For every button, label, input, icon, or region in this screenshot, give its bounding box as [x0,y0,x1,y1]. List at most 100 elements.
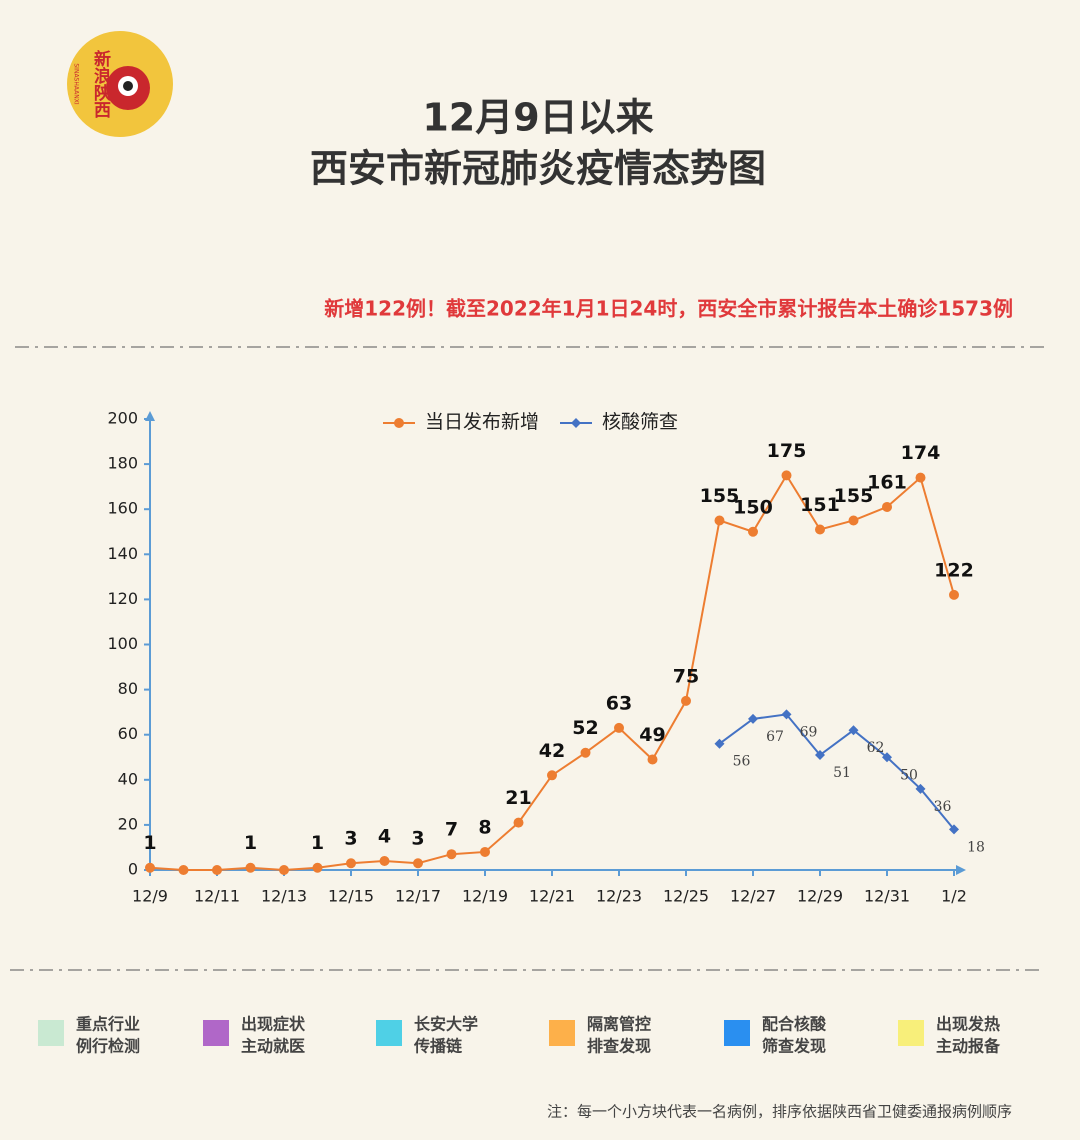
data-label: 42 [539,740,565,762]
data-label: 62 [867,740,885,756]
data-point [312,862,323,873]
y-tick-label: 180 [107,454,138,473]
data-label: 151 [800,494,840,516]
data-label: 4 [378,825,391,847]
x-tick-label: 12/21 [529,887,575,906]
legend-label: 当日发布新增 [425,411,539,433]
data-point [547,770,557,781]
logo-text: 新浪陕西 [90,49,111,118]
data-point [178,865,189,875]
data-point [346,858,356,869]
data-label: 21 [505,787,531,809]
data-label: 52 [572,717,598,739]
data-label: 3 [411,828,424,850]
x-tick-label: 12/25 [663,887,709,906]
data-label: 161 [867,471,907,493]
data-label: 50 [900,767,918,783]
title-line: 西安市新冠肺炎疫情态势图 [310,147,766,191]
data-label: 49 [639,724,665,746]
legend-box-label: 配合核酸 [762,1015,827,1034]
data-point [915,783,926,794]
data-label: 51 [833,765,851,781]
data-label: 7 [445,819,458,841]
x-tick-label: 12/19 [462,887,508,906]
legend-box [898,1020,924,1046]
data-label: 1 [143,832,156,854]
x-tick-label: 12/11 [194,887,240,906]
data-point [446,849,457,860]
data-point [748,713,758,724]
legend-box-label: 重点行业 [76,1015,140,1034]
data-point [614,722,624,733]
data-label: 155 [700,485,740,507]
data-label: 67 [766,729,784,745]
x-tick-label: 12/9 [132,887,168,906]
data-point [848,725,859,736]
x-axis-arrow [956,865,966,875]
y-tick-label: 0 [128,860,138,879]
chart: 0 20 40 60 80 100 120 140 160 180 200 12/9 12/11 12/1… [107,409,984,906]
legend-box-label: 出现症状 [241,1015,306,1034]
legend-box-label: 隔离管控 [587,1015,651,1034]
series-line [718,713,955,831]
legend-box [203,1020,229,1046]
data-point [915,472,926,483]
legend-box-label: 例行检测 [76,1037,140,1056]
legend-box-label: 排查发现 [587,1037,651,1056]
x-tick-label: 1/2 [941,887,967,906]
data-point [145,862,155,873]
data-label: 18 [967,839,985,855]
legend-marker [571,418,581,428]
y-tick-label: 60 [118,724,138,743]
data-point [882,752,892,763]
x-tick-label: 12/29 [797,887,843,906]
y-tick-label: 100 [107,634,138,653]
y-tick-label: 160 [107,499,138,518]
data-point [413,858,423,869]
data-point [580,747,591,758]
y-tick-label: 80 [118,679,138,698]
legend-box-label: 主动就医 [241,1037,305,1056]
legend-box [724,1020,750,1046]
data-label: 75 [673,665,699,687]
y-tick-label: 20 [118,814,138,833]
logo: 新浪陕西 SINASHAANXI [67,31,173,137]
data-label: 69 [800,724,818,740]
data-point [681,695,691,706]
data-point [882,501,892,512]
data-point [949,824,959,835]
data-point [815,749,825,760]
data-point [949,589,959,600]
legend-box [549,1020,575,1046]
x-tick-label: 12/27 [730,887,776,906]
legend-box-label: 传播链 [413,1037,463,1056]
data-label: 174 [901,442,941,464]
subtitle: 新增122例！截至2022年1月1日24时，西安全市累计报告本土确诊1573例 [324,297,1013,321]
x-tick-label: 12/23 [596,887,642,906]
data-label: 8 [478,816,491,838]
data-point [647,754,658,765]
data-point [714,515,725,526]
data-label: 56 [733,754,751,770]
data-label: 150 [733,496,773,518]
data-point [815,524,825,535]
legend-box [38,1020,64,1046]
data-point [379,855,390,866]
y-tick-label: 40 [118,769,138,788]
x-tick-label: 12/17 [395,887,441,906]
x-tick-label: 12/15 [328,887,374,906]
x-tick-label: 12/31 [864,887,910,906]
y-tick-label: 200 [107,409,138,428]
data-point [748,526,758,537]
data-point [714,738,725,749]
data-label: 3 [344,828,357,850]
data-label: 1 [244,832,257,854]
legend-box-label: 筛查发现 [762,1037,826,1056]
data-point [480,846,490,857]
legend-box-label: 主动报备 [936,1037,1001,1056]
data-point [279,865,289,875]
legend-label: 核酸筛查 [602,411,678,433]
